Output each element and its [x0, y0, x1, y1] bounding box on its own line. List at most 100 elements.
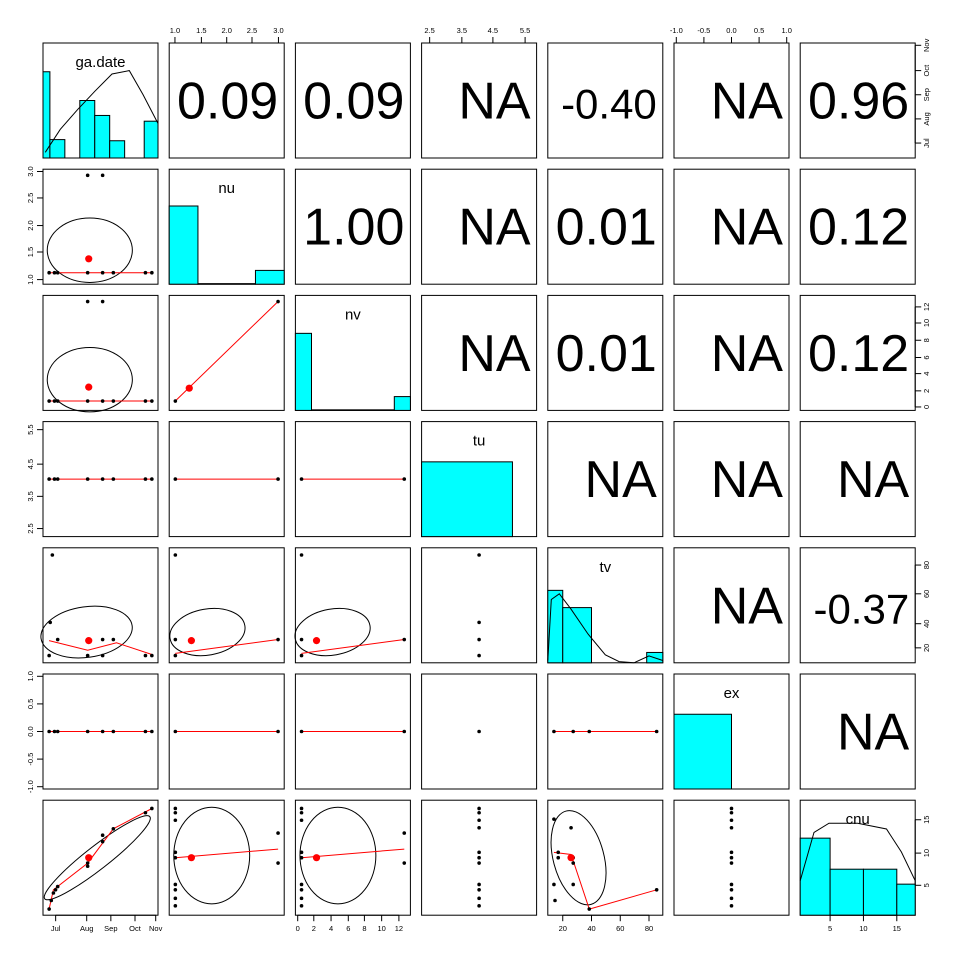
data-point	[55, 729, 60, 734]
panel-frame-4-3	[421, 547, 538, 664]
correlation-value: 0.01	[556, 199, 657, 257]
centroid-point	[567, 854, 575, 862]
correlation-value: 0.09	[177, 73, 278, 131]
correlation-value: 0.12	[808, 325, 909, 383]
panel-frame-5-1	[168, 673, 285, 790]
histogram-bar	[49, 139, 66, 159]
panel-frame-2-3	[421, 294, 538, 411]
data-point	[50, 553, 55, 557]
data-point	[556, 850, 561, 855]
data-point	[173, 855, 178, 860]
tick-label: 12	[922, 303, 931, 311]
data-point	[85, 399, 90, 403]
data-point	[571, 729, 575, 734]
data-point	[85, 653, 90, 658]
tick-label: 2.0	[221, 26, 231, 35]
data-point	[276, 729, 280, 734]
panel-frame-3-4	[547, 421, 664, 538]
panel-frame-4-0	[42, 547, 159, 664]
tick-label: 0	[922, 405, 931, 409]
data-point	[299, 810, 304, 815]
axis-right-0: Jul Aug Sep Oct Nov	[914, 38, 931, 148]
scatter-panel-tv-vs-ga.date	[40, 553, 154, 659]
scatter-panel-ex-vs-ga.date	[47, 729, 154, 734]
correlation-value: NA	[837, 451, 910, 509]
correlation-ellipse	[46, 346, 133, 413]
correlation-value: 0.12	[808, 199, 909, 257]
tick-label: 0	[296, 924, 300, 933]
axis-bottom-4: 20 40 60 80	[559, 914, 653, 933]
data-point	[299, 653, 304, 658]
tick-label: 40	[922, 620, 931, 628]
tick-label: 4.5	[488, 26, 498, 35]
scatter-panel-tv-vs-tu	[477, 553, 481, 658]
data-point	[276, 831, 280, 835]
data-point	[553, 898, 557, 903]
tick-label: 2.5	[424, 26, 434, 35]
correlation-value: 0.96	[808, 73, 909, 131]
tick-label: Oct	[129, 924, 142, 933]
variable-name: tu	[473, 433, 486, 450]
data-point	[111, 270, 116, 275]
correlation-ellipse	[294, 607, 371, 657]
loess-line	[301, 639, 405, 654]
data-point	[143, 729, 148, 734]
correlation-ellipse	[46, 217, 133, 283]
data-point	[299, 637, 304, 642]
data-point	[729, 882, 734, 887]
data-point	[552, 729, 556, 734]
histogram-bar	[562, 607, 592, 664]
scatter-panel-nv-vs-ga.date	[46, 299, 154, 413]
data-point	[49, 898, 54, 903]
data-point	[85, 477, 90, 481]
data-point	[477, 882, 481, 887]
centroid-point	[187, 854, 195, 862]
data-point	[299, 850, 304, 855]
panel-frame-2-1	[168, 294, 285, 411]
panel-frame-6-4	[547, 799, 664, 916]
data-point	[276, 477, 280, 481]
data-point	[556, 855, 561, 860]
data-point	[51, 891, 56, 895]
data-point	[477, 653, 481, 658]
centroid-point	[312, 637, 321, 645]
data-point	[100, 173, 105, 178]
data-point	[299, 904, 304, 908]
data-point	[173, 477, 178, 481]
data-point	[729, 888, 734, 892]
panel-frame-6-1	[168, 799, 285, 916]
panel-frame-6-5	[673, 799, 790, 916]
data-point	[477, 637, 481, 642]
data-point	[150, 653, 154, 658]
data-point	[100, 833, 105, 838]
data-point	[729, 825, 734, 830]
data-point	[173, 729, 178, 734]
data-point	[402, 831, 407, 835]
tick-label: 4	[922, 372, 931, 376]
histogram-bar	[94, 114, 111, 159]
tick-label: 80	[645, 924, 653, 933]
panel-frame-2-4	[547, 294, 664, 411]
panel-frame-6-3	[421, 799, 538, 916]
tick-label: Nov	[922, 38, 931, 52]
data-point	[48, 620, 53, 625]
tick-label: 1.0	[26, 671, 35, 681]
correlation-ellipse	[40, 605, 133, 659]
histogram-bar	[829, 868, 864, 916]
data-point	[299, 818, 304, 823]
variable-name: cnu	[846, 811, 870, 828]
diag-panel-nv: nv	[294, 306, 411, 411]
panel-frame-1-6	[799, 168, 916, 285]
data-point	[150, 477, 154, 481]
loess-line	[174, 301, 279, 402]
data-point	[150, 270, 154, 275]
scatter-panel-cnu-vs-nu	[173, 806, 280, 908]
scatter-panel-cnu-vs-tu	[477, 806, 481, 908]
diag-panel-cnu: cnu	[799, 811, 916, 916]
data-point	[47, 477, 51, 481]
centroid-point	[85, 255, 93, 263]
data-point	[276, 637, 280, 642]
data-point	[587, 729, 592, 734]
tick-label: Sep	[922, 88, 931, 101]
